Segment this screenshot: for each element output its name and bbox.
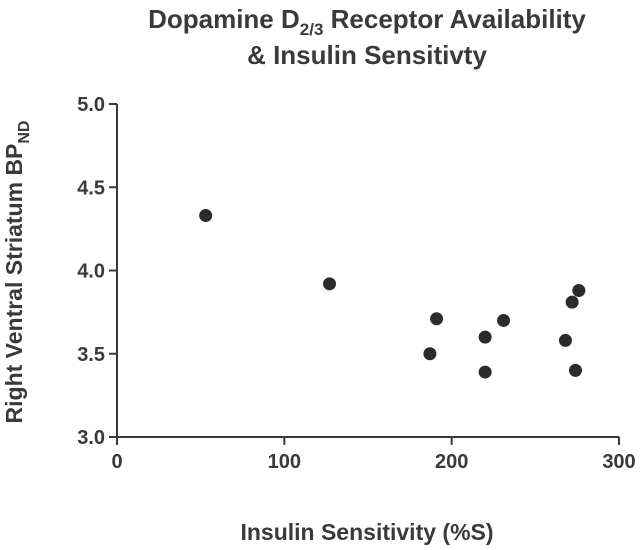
data-point	[558, 333, 572, 347]
data-point	[430, 312, 444, 326]
y-axis-label-main: Right Ventral Striatum BP	[1, 144, 27, 424]
data-points	[199, 209, 586, 379]
y-tick-label: 4.0	[77, 261, 105, 283]
plot-axes	[116, 104, 619, 438]
data-point	[572, 283, 586, 297]
x-tick-label: 200	[435, 451, 468, 473]
y-tick-label: 4.5	[77, 177, 105, 199]
y-axis-label-subscript: ND	[16, 121, 33, 144]
x-tick-label: 300	[602, 451, 635, 473]
y-ticks: 3.0 3.5 4.0 4.5 5.0	[77, 94, 117, 449]
chart-title-main: Dopamine D	[148, 4, 300, 34]
x-ticks: 0 100 200 300	[111, 437, 636, 473]
y-tick-label: 5.0	[77, 94, 105, 116]
data-point	[423, 347, 437, 361]
x-tick-label: 100	[268, 451, 301, 473]
x-tick-label: 0	[111, 451, 122, 473]
y-tick-label: 3.0	[77, 427, 105, 449]
data-point	[497, 313, 511, 327]
data-point	[565, 295, 579, 309]
x-axis-label: Insulin Sensitivity (%S)	[240, 519, 493, 545]
chart-title-rest: Receptor Availability	[323, 4, 586, 34]
data-point	[478, 330, 492, 344]
data-point	[323, 277, 337, 291]
data-point	[199, 209, 213, 223]
data-point	[478, 365, 492, 379]
chart-title-line2: & Insulin Sensitivty	[247, 40, 487, 70]
data-point	[568, 363, 582, 377]
y-tick-label: 3.5	[77, 344, 105, 366]
y-axis-label: Right Ventral Striatum BPND	[1, 121, 33, 424]
chart-title-line1: Dopamine D2/3 Receptor Availability	[148, 4, 586, 39]
chart-title-subscript: 2/3	[300, 20, 324, 39]
